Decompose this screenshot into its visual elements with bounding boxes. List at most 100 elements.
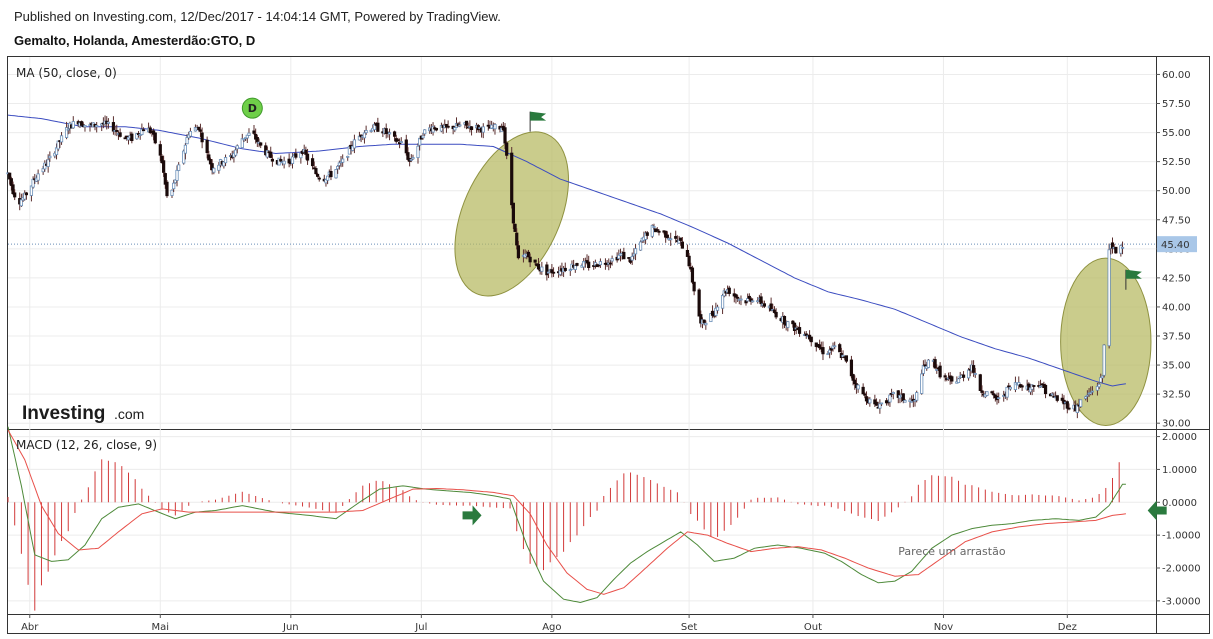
candle-body bbox=[453, 127, 457, 131]
candlestick bbox=[1102, 344, 1106, 378]
date-tick-label: Jun bbox=[282, 622, 299, 633]
candlestick bbox=[212, 167, 216, 175]
date-tick-label: Set bbox=[681, 622, 698, 633]
candle-body bbox=[46, 159, 50, 167]
candle-body bbox=[503, 127, 507, 144]
candle-body bbox=[387, 132, 392, 135]
macd-tick-label: 1.0000 bbox=[1162, 465, 1197, 476]
candle-body bbox=[528, 256, 532, 263]
highlight-ellipse bbox=[1060, 257, 1152, 427]
candlestick bbox=[1119, 244, 1123, 257]
candle-body bbox=[392, 131, 397, 137]
candle-body bbox=[526, 251, 531, 258]
candlestick bbox=[546, 271, 551, 279]
macd-tick-label: -3.0000 bbox=[1162, 596, 1201, 607]
candlestick bbox=[973, 367, 977, 378]
candle-body bbox=[563, 267, 567, 271]
macd-tick-label: -1.0000 bbox=[1162, 531, 1201, 542]
candlestick bbox=[1032, 385, 1036, 392]
candlestick bbox=[901, 393, 905, 404]
candlestick bbox=[751, 298, 755, 303]
candle-body bbox=[751, 300, 755, 303]
candle-body bbox=[240, 138, 244, 148]
candlestick bbox=[141, 127, 146, 132]
candle-body bbox=[469, 126, 474, 130]
candlestick bbox=[997, 392, 1001, 404]
candlestick bbox=[697, 288, 701, 317]
candle-body bbox=[505, 142, 509, 156]
candlestick bbox=[486, 120, 490, 131]
candlestick bbox=[536, 258, 541, 270]
candle-body bbox=[1107, 249, 1111, 347]
candle-body bbox=[935, 369, 939, 371]
candlestick bbox=[1050, 392, 1054, 396]
candle-body bbox=[372, 123, 377, 131]
candlestick bbox=[1067, 403, 1071, 411]
candle-body bbox=[997, 397, 1001, 400]
candlestick bbox=[207, 150, 211, 161]
candle-body bbox=[903, 399, 907, 403]
candlestick bbox=[36, 169, 40, 185]
candle-body bbox=[692, 281, 696, 292]
candle-body bbox=[223, 157, 228, 164]
candle-body bbox=[56, 140, 60, 150]
candlestick bbox=[1038, 379, 1043, 388]
candlestick bbox=[223, 154, 228, 167]
candle-body bbox=[446, 125, 450, 128]
candle-body bbox=[464, 120, 469, 126]
candle-body bbox=[978, 374, 982, 391]
candlestick bbox=[404, 134, 408, 156]
candlestick bbox=[140, 123, 144, 136]
candlestick bbox=[444, 123, 449, 133]
candle-body bbox=[66, 128, 70, 131]
candle-body bbox=[1038, 385, 1043, 388]
moving-average-line bbox=[7, 114, 1126, 387]
candlestick bbox=[915, 390, 919, 403]
candle-body bbox=[71, 121, 75, 129]
candle-body bbox=[943, 375, 947, 378]
candle-body bbox=[863, 393, 867, 396]
candlestick bbox=[879, 402, 884, 407]
candlestick bbox=[687, 253, 691, 268]
candlestick bbox=[24, 191, 29, 200]
date-tick-label: Dez bbox=[1058, 622, 1077, 633]
candlestick bbox=[1107, 243, 1111, 349]
candle-body bbox=[674, 236, 678, 239]
candlestick bbox=[165, 179, 169, 198]
candlestick bbox=[376, 117, 380, 132]
candle-body bbox=[177, 164, 181, 171]
macd-tick-label: 2.0000 bbox=[1162, 432, 1197, 443]
candlestick bbox=[458, 121, 462, 128]
candlestick bbox=[175, 165, 179, 187]
candle-body bbox=[853, 379, 857, 384]
candlestick bbox=[252, 124, 256, 135]
candlestick bbox=[279, 155, 283, 162]
candle-body bbox=[1065, 401, 1069, 409]
candlestick bbox=[346, 155, 350, 161]
candle-body bbox=[632, 253, 636, 257]
candle-body bbox=[140, 128, 144, 136]
candle-body bbox=[786, 321, 790, 328]
candle-body bbox=[1085, 394, 1089, 397]
candle-body bbox=[568, 269, 572, 272]
candle-body bbox=[83, 125, 87, 128]
candle-body bbox=[406, 152, 410, 160]
candlestick bbox=[163, 172, 167, 189]
candle-body bbox=[362, 132, 367, 139]
price-tick-label: 35.00 bbox=[1162, 361, 1191, 372]
candlestick bbox=[23, 190, 27, 201]
candle-body bbox=[971, 365, 976, 373]
candlestick bbox=[1114, 246, 1118, 254]
candle-body bbox=[188, 131, 193, 137]
candlestick bbox=[720, 293, 725, 315]
candlestick bbox=[305, 148, 310, 165]
candle-body bbox=[747, 295, 751, 299]
candlestick bbox=[610, 255, 614, 266]
macd-tick-label: 0.0000 bbox=[1162, 498, 1197, 509]
candle-body bbox=[404, 139, 408, 154]
candlestick bbox=[704, 320, 708, 330]
candlestick bbox=[844, 355, 849, 364]
candle-body bbox=[299, 152, 303, 159]
candle-body bbox=[655, 229, 659, 231]
